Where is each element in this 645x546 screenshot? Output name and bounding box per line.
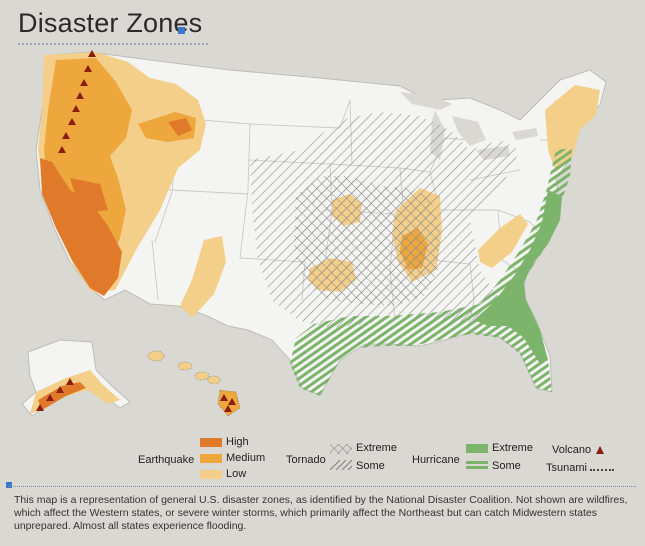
legend-earthquake-medium: Medium <box>226 452 266 464</box>
earthquake-low-southwest <box>180 236 226 318</box>
title-block: Disaster Zones <box>18 8 202 39</box>
volcano-icon <box>76 92 84 99</box>
volcano-icon <box>596 446 604 454</box>
caption: This map is a representation of general … <box>14 494 628 532</box>
volcano-markers <box>58 50 96 153</box>
volcano-icon <box>58 146 66 153</box>
volcano-icon <box>84 65 92 72</box>
legend-tornado-label: Tornado <box>286 454 326 466</box>
tsunami-dotted-line-icon <box>590 469 614 471</box>
title-divider <box>18 43 208 45</box>
swatch-tornado-some <box>330 460 352 470</box>
swatch-earthquake-high <box>200 438 222 447</box>
legend-earthquake-label: Earthquake <box>138 454 195 466</box>
page-title: Disaster Zones <box>18 8 203 38</box>
swatch-tornado-extreme <box>330 444 352 454</box>
earthquake-high-yellowstone <box>168 118 192 136</box>
volcano-icon <box>56 386 64 393</box>
legend-hurricane-label: Hurricane <box>412 454 460 466</box>
caption-divider <box>8 486 636 487</box>
caption-accent-square <box>6 482 12 488</box>
swatch-earthquake-low <box>200 470 222 479</box>
tornado-extreme-zone <box>294 176 440 306</box>
earthquake-high-coast <box>40 158 122 296</box>
legend-earthquake-low: Low <box>226 468 247 480</box>
swatch-hurricane-some <box>466 461 488 469</box>
hawaii-island-small <box>147 350 165 362</box>
volcano-icon <box>68 118 76 125</box>
legend-tsunami-label: Tsunami <box>546 462 587 474</box>
legend-hurricane-extreme: Extreme <box>492 442 533 454</box>
legend-earthquake-high: High <box>226 436 249 448</box>
alaska-earthquake-high <box>38 382 86 410</box>
hawaii-island <box>177 361 193 371</box>
legend-tornado-some: Some <box>356 460 385 472</box>
earthquake-low-carolina <box>478 214 528 268</box>
volcano-icon <box>36 404 44 411</box>
hawaii-island <box>194 371 210 381</box>
volcano-icon <box>228 398 236 405</box>
volcano-icon <box>72 105 80 112</box>
volcano-icon <box>80 79 88 86</box>
disaster-map <box>21 50 607 417</box>
volcano-icon <box>62 132 70 139</box>
earthquake-high-oregon <box>70 178 108 212</box>
volcano-icon <box>220 394 228 401</box>
swatch-hurricane-extreme <box>466 444 488 453</box>
hawaii <box>147 350 241 417</box>
legend-hurricane-some: Some <box>492 460 521 472</box>
legend-tornado-extreme: Extreme <box>356 442 397 454</box>
hurricane-extreme-zone <box>474 190 562 364</box>
legend-volcano-label: Volcano <box>552 444 592 456</box>
volcano-icon <box>224 405 232 412</box>
volcano-icon <box>46 394 54 401</box>
alaska <box>21 339 131 417</box>
legend: Earthquake High Medium Low Tornado Extre… <box>0 432 645 482</box>
volcano-icon <box>88 50 96 57</box>
swatch-earthquake-medium <box>200 454 222 463</box>
hawaii-big-island <box>217 389 241 417</box>
hawaii-island <box>207 375 221 385</box>
volcano-icon <box>66 378 74 385</box>
hurricane-some-zone <box>290 148 572 396</box>
title-accent-square <box>178 27 185 34</box>
